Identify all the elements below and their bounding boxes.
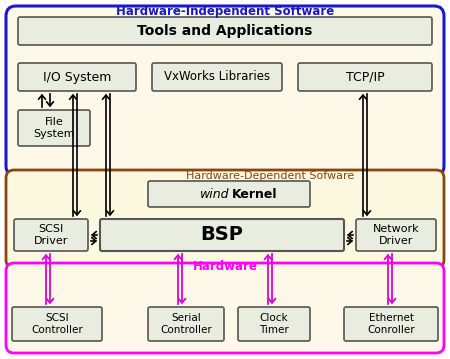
FancyBboxPatch shape: [18, 17, 432, 45]
FancyBboxPatch shape: [6, 6, 444, 176]
Text: SCSI
Driver: SCSI Driver: [34, 224, 68, 246]
FancyBboxPatch shape: [18, 110, 90, 146]
Text: File
System: File System: [33, 117, 75, 139]
FancyBboxPatch shape: [298, 63, 432, 91]
Text: Hardware: Hardware: [193, 261, 257, 274]
Text: wind: wind: [199, 187, 229, 200]
Text: Serial
Controller: Serial Controller: [160, 313, 212, 335]
Text: Hardware-Dependent Sofware: Hardware-Dependent Sofware: [186, 171, 354, 181]
Text: I/O System: I/O System: [43, 70, 111, 84]
Text: Hardware-Independent Software: Hardware-Independent Software: [116, 5, 334, 18]
Text: Network
Driver: Network Driver: [373, 224, 419, 246]
FancyBboxPatch shape: [14, 219, 88, 251]
FancyBboxPatch shape: [18, 63, 136, 91]
FancyBboxPatch shape: [344, 307, 438, 341]
FancyBboxPatch shape: [12, 307, 102, 341]
FancyBboxPatch shape: [356, 219, 436, 251]
FancyBboxPatch shape: [6, 263, 444, 353]
FancyBboxPatch shape: [238, 307, 310, 341]
Text: Ethernet
Conroller: Ethernet Conroller: [367, 313, 415, 335]
FancyBboxPatch shape: [148, 307, 224, 341]
FancyBboxPatch shape: [152, 63, 282, 91]
FancyBboxPatch shape: [100, 219, 344, 251]
FancyBboxPatch shape: [148, 181, 310, 207]
Text: BSP: BSP: [201, 225, 243, 244]
Text: Tools and Applications: Tools and Applications: [137, 24, 313, 38]
Text: SCSI
Controller: SCSI Controller: [31, 313, 83, 335]
FancyBboxPatch shape: [6, 170, 444, 268]
Text: Clock
Timer: Clock Timer: [259, 313, 289, 335]
Text: TCP/IP: TCP/IP: [346, 70, 384, 84]
Text: Kernel: Kernel: [232, 187, 278, 200]
Text: VxWorks Libraries: VxWorks Libraries: [164, 70, 270, 84]
